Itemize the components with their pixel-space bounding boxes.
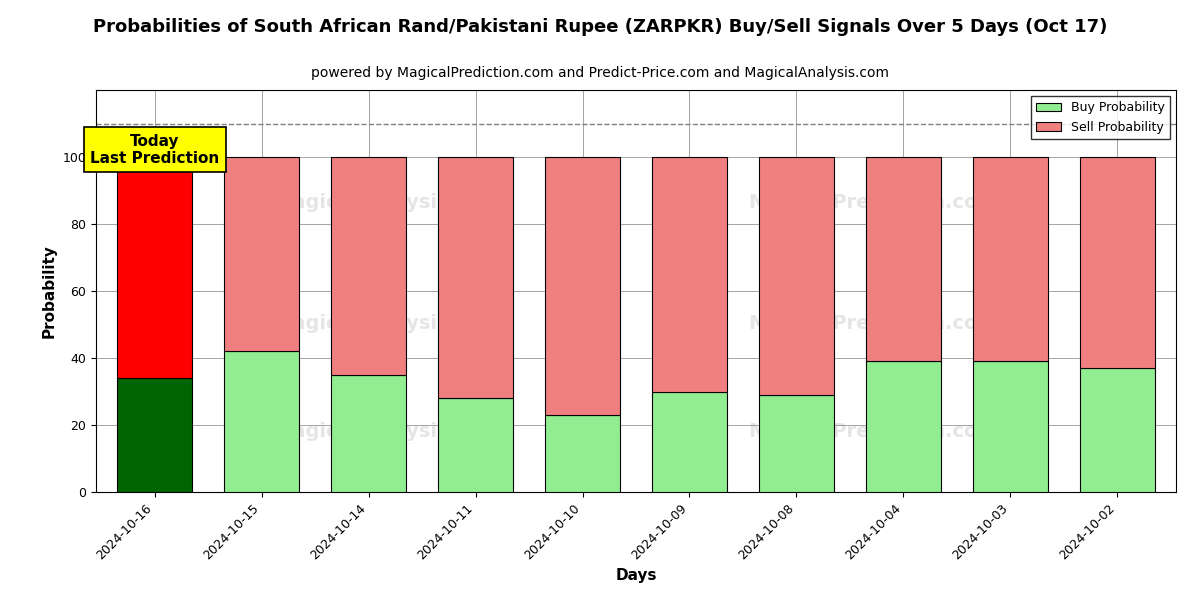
X-axis label: Days: Days: [616, 568, 656, 583]
Text: MagicalPrediction.com: MagicalPrediction.com: [749, 422, 998, 441]
Bar: [331, 157, 406, 375]
Text: Today
Last Prediction: Today Last Prediction: [90, 134, 220, 166]
Bar: [118, 157, 192, 378]
Bar: [758, 395, 834, 492]
Bar: [1080, 157, 1154, 368]
Text: MagicalAnalysis.com: MagicalAnalysis.com: [274, 193, 502, 212]
Bar: [438, 398, 514, 492]
Bar: [224, 157, 299, 351]
Legend: Buy Probability, Sell Probability: Buy Probability, Sell Probability: [1031, 96, 1170, 139]
Text: MagicalAnalysis.com: MagicalAnalysis.com: [274, 422, 502, 441]
Text: powered by MagicalPrediction.com and Predict-Price.com and MagicalAnalysis.com: powered by MagicalPrediction.com and Pre…: [311, 66, 889, 80]
Bar: [438, 157, 514, 398]
Bar: [866, 361, 941, 492]
Bar: [866, 157, 941, 361]
Bar: [545, 415, 620, 492]
Bar: [545, 157, 620, 415]
Bar: [224, 351, 299, 492]
Bar: [652, 157, 727, 391]
Bar: [973, 157, 1048, 361]
Bar: [331, 375, 406, 492]
Bar: [973, 361, 1048, 492]
Bar: [758, 157, 834, 395]
Bar: [652, 391, 727, 492]
Text: Probabilities of South African Rand/Pakistani Rupee (ZARPKR) Buy/Sell Signals Ov: Probabilities of South African Rand/Paki…: [92, 18, 1108, 36]
Bar: [1080, 368, 1154, 492]
Text: MagicalPrediction.com: MagicalPrediction.com: [749, 193, 998, 212]
Text: MagicalAnalysis.com: MagicalAnalysis.com: [274, 314, 502, 332]
Text: MagicalPrediction.com: MagicalPrediction.com: [749, 314, 998, 332]
Bar: [118, 378, 192, 492]
Y-axis label: Probability: Probability: [42, 244, 56, 338]
